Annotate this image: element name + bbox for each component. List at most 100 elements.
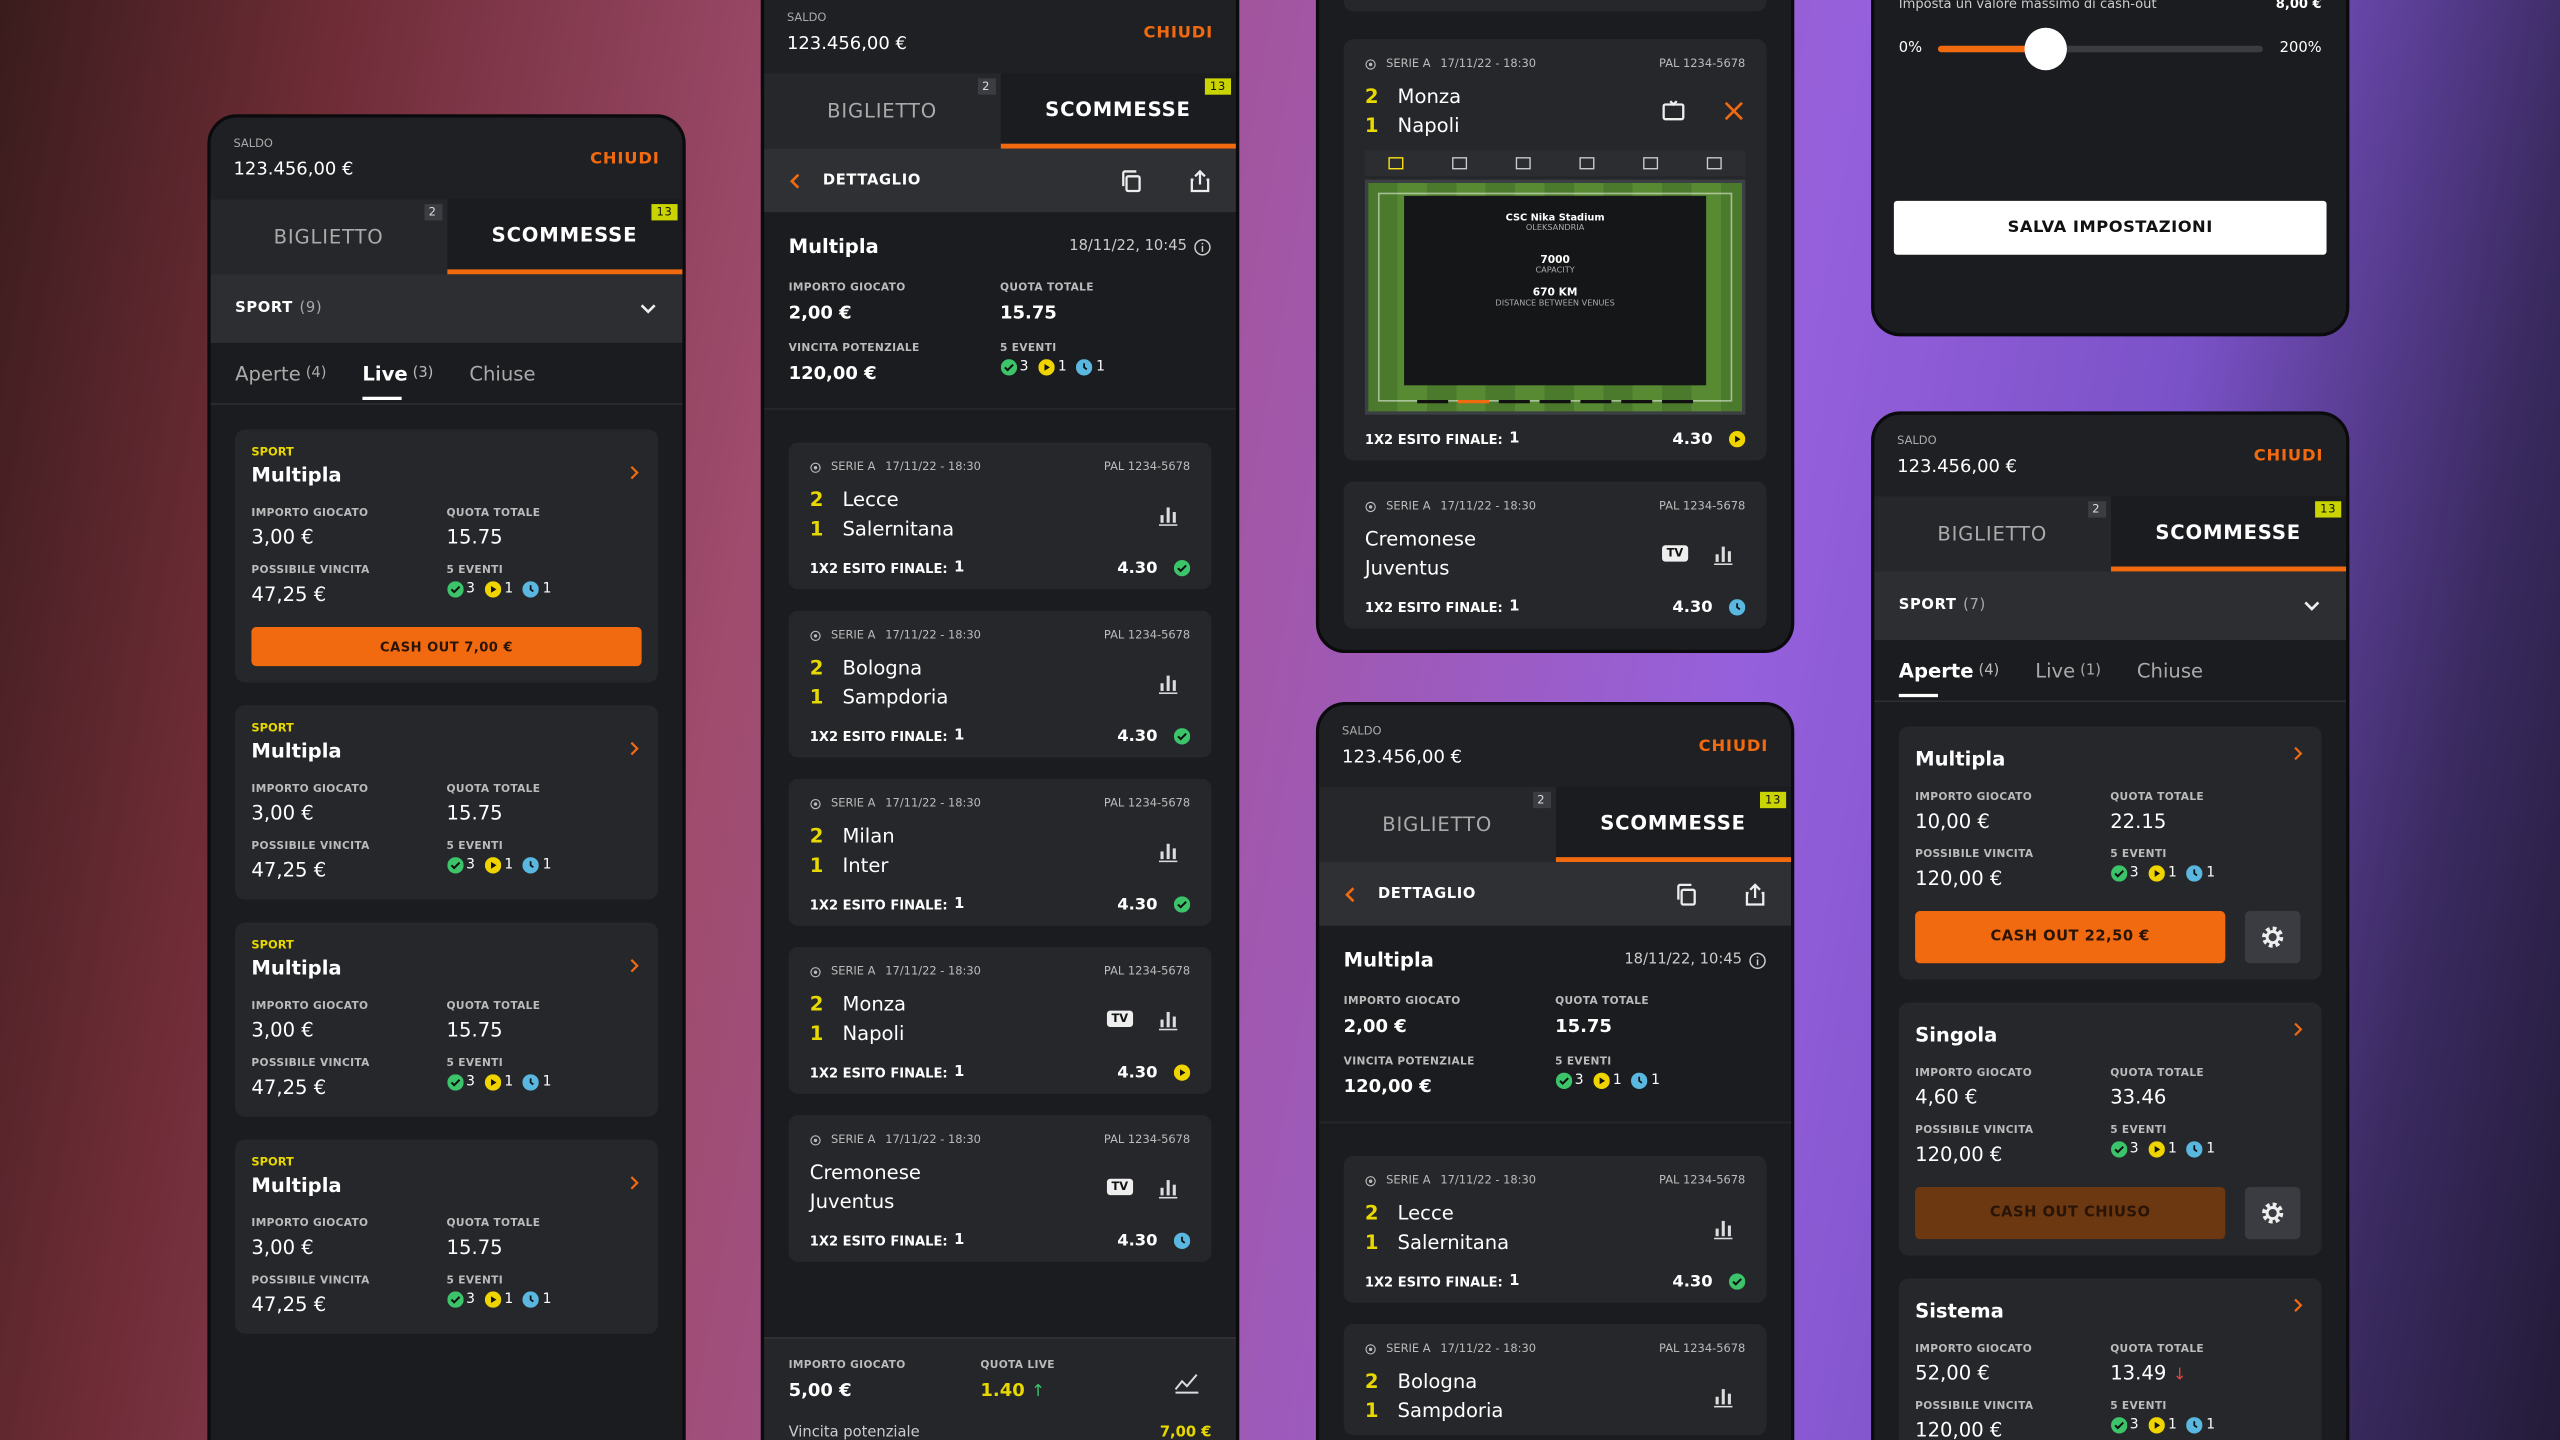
stats-tab[interactable] bbox=[1642, 155, 1658, 171]
tab[interactable]: BIGLIETTO 2 bbox=[211, 199, 447, 274]
match-result: 1X2 ESITO FINALE: 1 4.30 bbox=[810, 725, 1191, 748]
status-tab[interactable]: Live (1) bbox=[2035, 640, 2101, 700]
close-button[interactable]: CHIUDI bbox=[2253, 446, 2324, 465]
chevron-right[interactable] bbox=[627, 741, 642, 756]
slider-track[interactable] bbox=[1938, 27, 2264, 71]
close-button[interactable]: CHIUDI bbox=[1143, 23, 1214, 42]
bet-card[interactable]: SPORT Multipla IMPORTO GIOCATO 3,00 € QUOTA … bbox=[235, 922, 658, 1117]
copy-button[interactable] bbox=[1673, 881, 1699, 907]
bet-card[interactable]: Multipla IMPORTO GIOCATO 10,00 € QUOTA TOTA… bbox=[1898, 726, 2322, 980]
stats-button[interactable] bbox=[1156, 1175, 1180, 1199]
tv-badge[interactable]: TV bbox=[1106, 1178, 1134, 1196]
match-card[interactable]: SERIE A 17/11/22 - 18:30 PAL 1234-5678 2 Lec… bbox=[788, 442, 1212, 590]
match-card[interactable]: SERIE A 17/11/22 - 18:30 PAL 1234-5678 2 Mon… bbox=[1343, 39, 1767, 461]
bet-card[interactable]: Singola IMPORTO GIOCATO 4,60 € QUOTA TOTALE… bbox=[1898, 1002, 2322, 1256]
bet-card[interactable]: SPORT Multipla IMPORTO GIOCATO 3,00 € QUOTA … bbox=[235, 429, 658, 683]
chevron-right[interactable] bbox=[627, 465, 642, 480]
bet-title: Multipla bbox=[788, 235, 879, 258]
match-card[interactable]: SERIE A 17/11/22 - 18:30 PAL 1234-5678 2 Bol… bbox=[1343, 1324, 1767, 1436]
match-status bbox=[1173, 896, 1191, 913]
chevron-right[interactable] bbox=[2291, 1298, 2306, 1313]
icon-part bbox=[630, 959, 639, 973]
tab[interactable]: BIGLIETTO 2 bbox=[764, 73, 1000, 148]
chevron-right[interactable] bbox=[2291, 1022, 2306, 1037]
status-tab[interactable]: Chiuse bbox=[469, 343, 535, 403]
bet-field: POSSIBILE VINCITA 47,25 € bbox=[251, 1273, 446, 1317]
match-card[interactable]: SERIE A 17/11/22 - 18:30 PAL 1234-5678 2 Lec… bbox=[1343, 1155, 1767, 1303]
event-count-value: 3 bbox=[466, 581, 475, 598]
match-card[interactable]: SERIE A 17/11/22 - 18:30 PAL 1234-5678 2 Mil… bbox=[788, 778, 1212, 926]
stats-tab[interactable] bbox=[1452, 155, 1468, 171]
stats-button[interactable] bbox=[1156, 502, 1180, 526]
odds-trend-button[interactable] bbox=[1172, 1367, 1211, 1393]
events-label: 5 EVENTI bbox=[446, 1273, 504, 1287]
icon-part bbox=[1745, 891, 1765, 905]
back-button[interactable] bbox=[1342, 886, 1358, 902]
bet-card[interactable]: Sistema IMPORTO GIOCATO 52,00 € QUOTA TOTAL… bbox=[1898, 1278, 2322, 1440]
info-icon[interactable] bbox=[1193, 238, 1211, 256]
icon-part bbox=[2110, 1417, 2127, 1434]
close-button[interactable]: CHIUDI bbox=[590, 149, 660, 168]
stats-button[interactable] bbox=[1156, 1007, 1180, 1031]
stats-button[interactable] bbox=[1156, 670, 1180, 694]
status-tab[interactable]: Aperte (4) bbox=[1898, 640, 1999, 700]
copy-button[interactable] bbox=[1118, 167, 1144, 193]
share-button[interactable] bbox=[1187, 167, 1213, 193]
match-card[interactable]: SERIE A 17/11/22 - 18:30 PAL 1234-5678 2 Mon… bbox=[788, 946, 1212, 1094]
tab-label: BIGLIETTO bbox=[273, 225, 384, 249]
chevron-right[interactable] bbox=[2291, 746, 2306, 761]
stats-button[interactable] bbox=[1156, 838, 1180, 862]
field-label: QUOTA TOTALE bbox=[2110, 1342, 2205, 1356]
tab[interactable]: SCOMMESSE 13 bbox=[999, 73, 1236, 149]
stream-button[interactable] bbox=[1660, 98, 1686, 124]
match-card[interactable]: SERIE A 17/11/22 - 18:30 PAL 1234-5678 2 Bol… bbox=[788, 610, 1212, 758]
bet-card[interactable]: SPORT Multipla IMPORTO GIOCATO 3,00 € QUOTA … bbox=[235, 1139, 658, 1334]
info-icon[interactable] bbox=[1749, 951, 1767, 969]
team-score: 2 bbox=[809, 656, 824, 680]
tab[interactable]: SCOMMESSE 13 bbox=[446, 199, 683, 275]
match-card[interactable]: SERIE A 17/11/22 - 18:30 PAL 1234-5678 Crem… bbox=[788, 1115, 1212, 1263]
back-button[interactable] bbox=[787, 172, 803, 188]
cashout-settings[interactable] bbox=[2244, 1186, 2301, 1240]
cashout-button[interactable]: CASH OUT 22,50 € bbox=[1915, 911, 2226, 964]
tab[interactable]: BIGLIETTO 2 bbox=[1874, 496, 2110, 571]
stats-button[interactable] bbox=[1711, 1384, 1735, 1408]
stats-button[interactable] bbox=[1711, 1216, 1735, 1240]
status-tab[interactable]: Aperte (4) bbox=[235, 343, 326, 403]
field-value: 120,00 € bbox=[1343, 1075, 1432, 1098]
icon-part bbox=[1558, 1077, 1569, 1085]
close-stats-button[interactable] bbox=[1722, 100, 1745, 123]
match-code: PAL 1234-5678 bbox=[1103, 796, 1191, 810]
close-button[interactable]: CHIUDI bbox=[1698, 737, 1769, 756]
icon-part bbox=[1158, 842, 1178, 862]
event-count-value: 1 bbox=[542, 1074, 552, 1091]
chevron-right[interactable] bbox=[627, 958, 642, 973]
match-card[interactable]: SERIE A 17/11/22 - 18:30 PAL 1234-5678 Crem… bbox=[1343, 481, 1767, 629]
team-name: Sampdoria bbox=[842, 685, 949, 709]
field-value-row: 22.15 bbox=[2110, 803, 2305, 834]
tab[interactable]: BIGLIETTO 2 bbox=[1319, 787, 1555, 862]
slider-knob[interactable] bbox=[2024, 27, 2067, 71]
stats-tab[interactable] bbox=[1515, 155, 1531, 171]
tab-badge: 2 bbox=[1532, 791, 1551, 809]
tv-badge[interactable]: TV bbox=[1661, 545, 1689, 562]
event-count-value: 1 bbox=[504, 1074, 514, 1091]
stats-tab[interactable] bbox=[1705, 155, 1722, 171]
tv-badge[interactable]: TV bbox=[1106, 1010, 1134, 1027]
cashout-settings[interactable] bbox=[2244, 911, 2301, 964]
status-tab[interactable]: Live (3) bbox=[362, 343, 433, 403]
tab-label: BIGLIETTO bbox=[827, 99, 937, 123]
sport-filter[interactable]: SPORT (7) bbox=[1874, 571, 2347, 640]
save-button[interactable]: SALVA IMPOSTAZIONI bbox=[1893, 200, 2327, 255]
bet-card[interactable]: SPORT Multipla IMPORTO GIOCATO 3,00 € QUOTA … bbox=[235, 705, 658, 900]
chevron-right[interactable] bbox=[627, 1176, 642, 1191]
stats-tab[interactable] bbox=[1388, 155, 1405, 171]
share-button[interactable] bbox=[1742, 881, 1768, 907]
stats-button[interactable] bbox=[1711, 541, 1735, 565]
sport-filter[interactable]: SPORT (9) bbox=[210, 274, 683, 343]
tab[interactable]: SCOMMESSE 13 bbox=[2110, 496, 2347, 572]
tab[interactable]: SCOMMESSE 13 bbox=[1555, 786, 1792, 863]
cashout-button[interactable]: CASH OUT 7,00 € bbox=[251, 626, 642, 667]
status-tab[interactable]: Chiuse bbox=[2137, 640, 2203, 700]
stats-tab[interactable] bbox=[1579, 155, 1595, 171]
